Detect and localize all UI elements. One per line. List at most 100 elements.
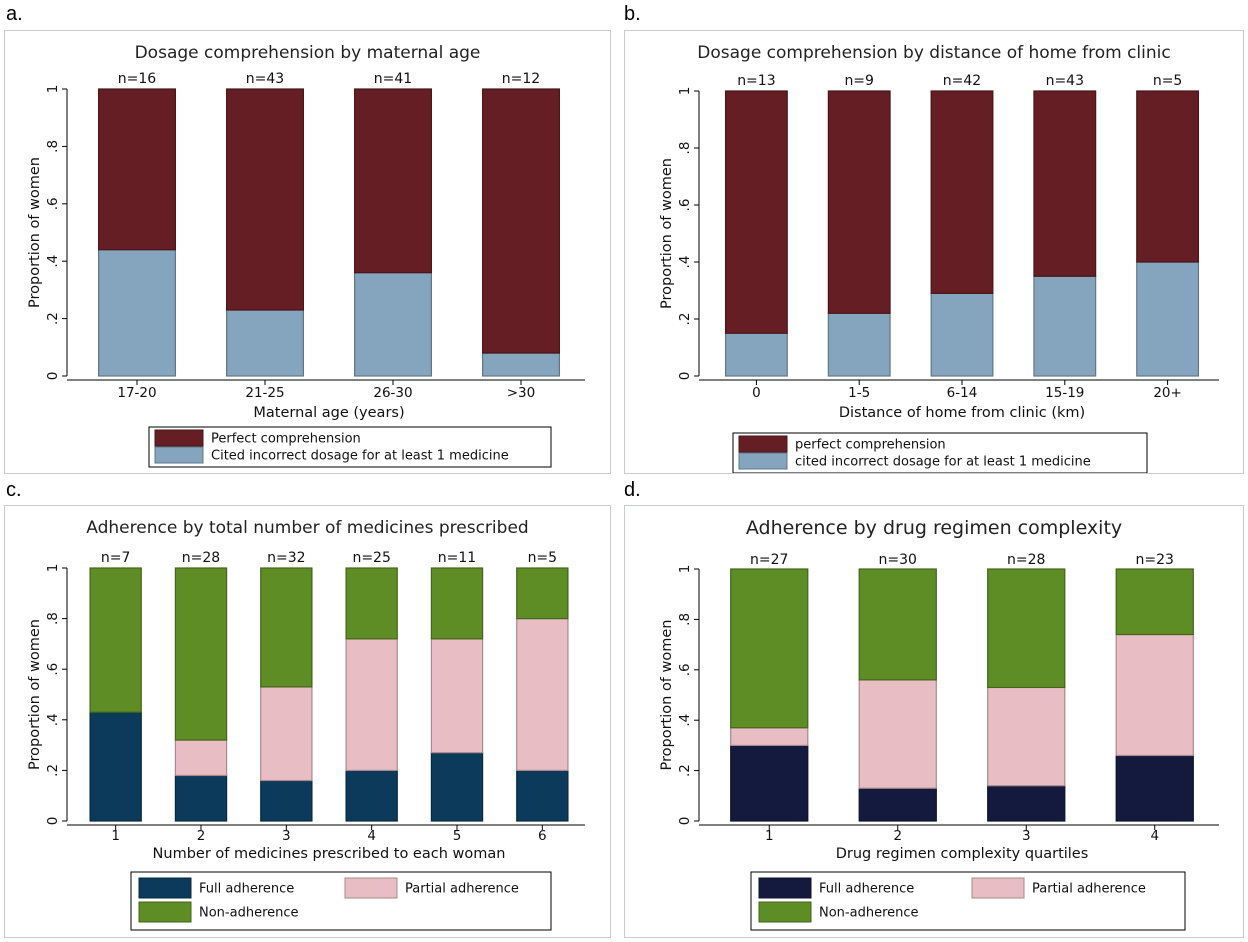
y-tick-label: 1 (45, 564, 61, 573)
x-tick-label: 4 (367, 828, 376, 844)
legend-label: perfect comprehension (795, 438, 946, 453)
chart-a: Dosage comprehension by maternal age 0 .2.… (27, 43, 585, 468)
x-tick-label: 17-20 (117, 385, 156, 401)
x-tick-label: 2 (197, 828, 206, 844)
legend-box (732, 432, 1148, 473)
bar-segment (724, 90, 788, 334)
bar-segment (97, 88, 177, 251)
legend-label: Full adherence (199, 882, 294, 897)
bar-segment (730, 568, 809, 729)
y-tick-label: 0 (45, 817, 61, 826)
legend-swatch (758, 877, 812, 899)
chart-title: Adherence by drug regimen complexity (746, 517, 1122, 539)
bar-segment (1115, 568, 1194, 636)
n-label: n=16 (118, 71, 157, 87)
x-tick-label: 2 (893, 828, 902, 844)
chart-title: Adherence by total number of medicines p… (86, 518, 528, 538)
bar-segment (482, 88, 561, 354)
n-label: n=43 (1046, 73, 1084, 89)
x-tick-label: 3 (282, 828, 291, 844)
n-label: n=28 (182, 550, 220, 566)
bar-segment (730, 727, 809, 746)
chart-title: Dosage comprehension by maternal age (135, 43, 481, 63)
n-label: n=30 (879, 552, 917, 568)
bar-segment (174, 567, 228, 741)
legend-label: Partial adherence (1032, 882, 1146, 897)
n-label: n=28 (1007, 552, 1045, 568)
bar-segment (260, 686, 313, 782)
y-tick-label: .4 (677, 256, 693, 269)
x-tick-label: 3 (1022, 828, 1031, 844)
bar-segment (858, 568, 937, 681)
y-tick-label: 1 (677, 565, 693, 574)
bar-segment (987, 785, 1066, 822)
bar-segment (89, 567, 142, 713)
bar-segment (987, 568, 1066, 689)
x-axis-label: Maternal age (years) (253, 405, 404, 421)
y-tick-label: .8 (45, 140, 61, 153)
chart-title: Dosage comprehension by distance of home… (697, 43, 1170, 63)
legend-label: Partial adherence (405, 882, 519, 897)
legend-label: Non-adherence (819, 906, 919, 921)
bar-segment (827, 312, 891, 377)
bar-segment (354, 88, 433, 274)
y-tick-label: .2 (677, 764, 693, 777)
x-tick-label: 1 (111, 828, 120, 844)
bar-segment (226, 309, 305, 377)
x-axis-label: Distance of home from clinic (km) (839, 405, 1085, 421)
legend-swatch (971, 877, 1025, 899)
legend-label: cited incorrect dosage for at least 1 me… (795, 455, 1091, 470)
bar-segment (930, 90, 994, 294)
legend-box (130, 871, 552, 931)
x-axis-label: Number of medicines prescribed to each w… (153, 846, 506, 862)
y-tick-label: .6 (45, 663, 61, 676)
bar-segment (260, 567, 313, 688)
bar-segment (724, 332, 788, 377)
chart-d: Adherence by drug regimen complexity 0 .2.… (659, 517, 1219, 931)
bar-segment (174, 739, 228, 777)
y-tick-label: .2 (677, 313, 693, 326)
x-tick-label: 20+ (1153, 385, 1182, 401)
legend-swatch (738, 452, 788, 470)
bar-segment (260, 779, 313, 822)
legend-swatch (738, 435, 788, 453)
legend-swatch (154, 429, 204, 447)
bar-segment (97, 249, 177, 377)
bar-segment (516, 567, 569, 620)
chart-panel-c: Adherence by total number of medicines p… (4, 505, 611, 938)
legend-swatch (758, 901, 812, 923)
bar-segment (1136, 261, 1200, 377)
n-label: n=5 (1153, 73, 1183, 89)
legend-label: Non-adherence (199, 906, 299, 921)
y-axis-label: Proportion of women (659, 620, 675, 771)
panel-letter-a: a. (6, 3, 23, 25)
bar-segment (858, 787, 937, 822)
chart-panel-a: Dosage comprehension by maternal age 0 .2.… (4, 30, 611, 474)
x-tick-label: 6-14 (947, 385, 978, 401)
y-tick-label: .4 (45, 713, 61, 726)
bar-segment (516, 769, 569, 822)
n-label: n=27 (750, 552, 788, 568)
bar-segment (1115, 633, 1194, 757)
n-label: n=25 (352, 550, 390, 566)
chart-b: Dosage comprehension by distance of home… (659, 43, 1219, 473)
bar-segment (1033, 275, 1097, 377)
chart-panel-d: Adherence by drug regimen complexity 0 .2.… (624, 505, 1244, 938)
bar-segment (89, 711, 142, 822)
n-label: n=11 (438, 550, 476, 566)
bar-segment (345, 769, 398, 822)
y-tick-label: .8 (45, 612, 61, 625)
y-tick-label: .8 (677, 142, 693, 155)
legend-swatch (344, 877, 398, 899)
y-tick-label: 1 (45, 85, 61, 94)
n-label: n=12 (502, 71, 540, 87)
y-tick-label: 0 (677, 817, 693, 826)
legend-label: Full adherence (819, 882, 914, 897)
n-label: n=41 (374, 71, 412, 87)
bar-segment (1115, 754, 1194, 822)
y-tick-label: .6 (677, 199, 693, 212)
y-tick-label: .4 (677, 714, 693, 727)
legend-swatch (138, 877, 192, 899)
bar-segment (430, 567, 484, 640)
legend-box (148, 426, 552, 468)
